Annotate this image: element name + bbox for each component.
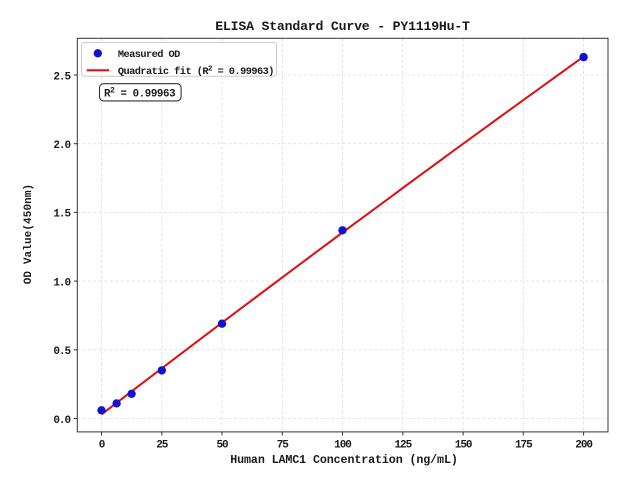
svg-text:25: 25: [156, 439, 169, 451]
svg-text:0.0: 0.0: [53, 415, 70, 427]
svg-text:50: 50: [216, 439, 228, 451]
svg-text:75: 75: [277, 439, 290, 451]
svg-text:2.5: 2.5: [53, 71, 71, 83]
svg-text:1.5: 1.5: [53, 209, 71, 221]
svg-text:175: 175: [515, 439, 533, 451]
svg-text:0.5: 0.5: [53, 346, 71, 358]
svg-text:Human LAMC1 Concentration (ng/: Human LAMC1 Concentration (ng/mL): [230, 453, 458, 467]
svg-text:150: 150: [455, 439, 472, 451]
svg-text:200: 200: [575, 439, 592, 451]
svg-text:R2 = 0.99963: R2 = 0.99963: [104, 88, 175, 101]
svg-text:ELISA Standard Curve - PY1119H: ELISA Standard Curve - PY1119Hu-T: [215, 19, 470, 34]
svg-text:125: 125: [394, 439, 412, 451]
svg-text:OD Value(450nm): OD Value(450nm): [23, 184, 35, 285]
svg-text:Quadratic fit (R2 = 0.99963): Quadratic fit (R2 = 0.99963): [118, 66, 274, 79]
svg-text:100: 100: [334, 439, 351, 451]
svg-text:0: 0: [99, 439, 105, 451]
svg-text:Measured OD: Measured OD: [118, 49, 180, 61]
svg-text:1.0: 1.0: [53, 277, 70, 289]
svg-text:2.0: 2.0: [53, 140, 70, 152]
